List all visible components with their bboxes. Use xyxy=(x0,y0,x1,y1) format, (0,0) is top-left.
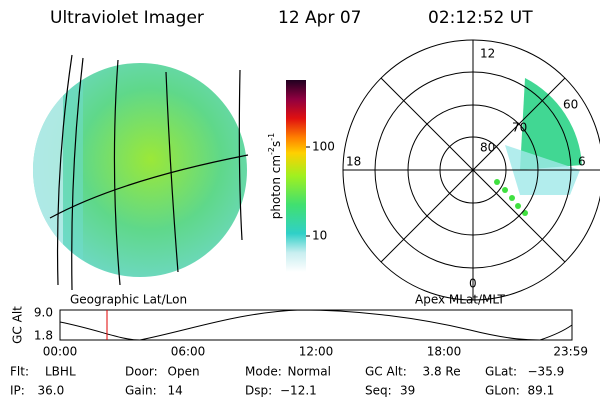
instrument: Ultraviolet Imager xyxy=(50,8,204,28)
footer-label: Gain: xyxy=(125,384,157,398)
caption: Geographic Lat/Lon xyxy=(70,293,187,307)
altitude-label: GC Alt xyxy=(11,306,25,344)
mlt-label: 12 xyxy=(480,47,495,61)
lat-label: 60 xyxy=(563,98,578,112)
mlt-label: 0 xyxy=(469,277,477,291)
footer-value: 14 xyxy=(168,384,183,398)
colorbar-tick-label: 10 xyxy=(312,229,327,243)
time-label: 12:00 xyxy=(299,345,334,359)
caption: Apex MLat/MLT xyxy=(415,293,505,307)
earth-image xyxy=(33,54,249,291)
footer-value: −12.1 xyxy=(280,384,317,398)
footer-label: IP: xyxy=(10,384,25,398)
time: 02:12:52 UT xyxy=(428,8,533,28)
footer-label: Dsp: xyxy=(245,384,272,398)
colorbar-label: photon cm-2s-1 xyxy=(267,133,283,220)
altitude-y-label: 1.8 xyxy=(34,329,53,343)
footer-value: 3.8 Re xyxy=(423,365,461,379)
time-label: 06:00 xyxy=(171,345,206,359)
footer-value: 39 xyxy=(400,384,415,398)
lat-label: 70 xyxy=(512,121,527,135)
footer-label: Mode: xyxy=(245,365,282,379)
colorbar xyxy=(286,80,306,272)
colorbar-tick-label: 100 xyxy=(312,140,335,154)
date: 12 Apr 07 xyxy=(278,8,361,28)
footer-label: GLon: xyxy=(485,384,520,398)
lat-label: 80 xyxy=(480,141,495,155)
polar-plot xyxy=(342,39,600,301)
footer-value: Normal xyxy=(288,365,331,379)
footer-value: 89.1 xyxy=(528,384,555,398)
time-label: 00:00 xyxy=(43,345,78,359)
footer-value: LBHL xyxy=(45,365,76,379)
footer-label: Seq: xyxy=(365,384,392,398)
altitude-curve xyxy=(59,309,573,341)
time-label: 23:59 xyxy=(553,345,588,359)
time-label: 18:00 xyxy=(427,345,462,359)
mlt-label: 6 xyxy=(578,155,586,169)
footer: Flt: LBHL Door: Open Mode: Normal GC Alt: 3.8 R… xyxy=(10,365,564,398)
mlt-label: 18 xyxy=(346,155,361,169)
footer-label: GLat: xyxy=(485,365,517,379)
footer-value: −35.9 xyxy=(528,365,565,379)
footer-value: Open xyxy=(168,365,200,379)
footer-label: Flt: xyxy=(10,365,29,379)
footer-value: 36.0 xyxy=(38,384,65,398)
altitude-y-label: 9.0 xyxy=(34,306,53,320)
footer-label: Door: xyxy=(125,365,158,379)
footer-label: GC Alt: xyxy=(365,365,407,379)
